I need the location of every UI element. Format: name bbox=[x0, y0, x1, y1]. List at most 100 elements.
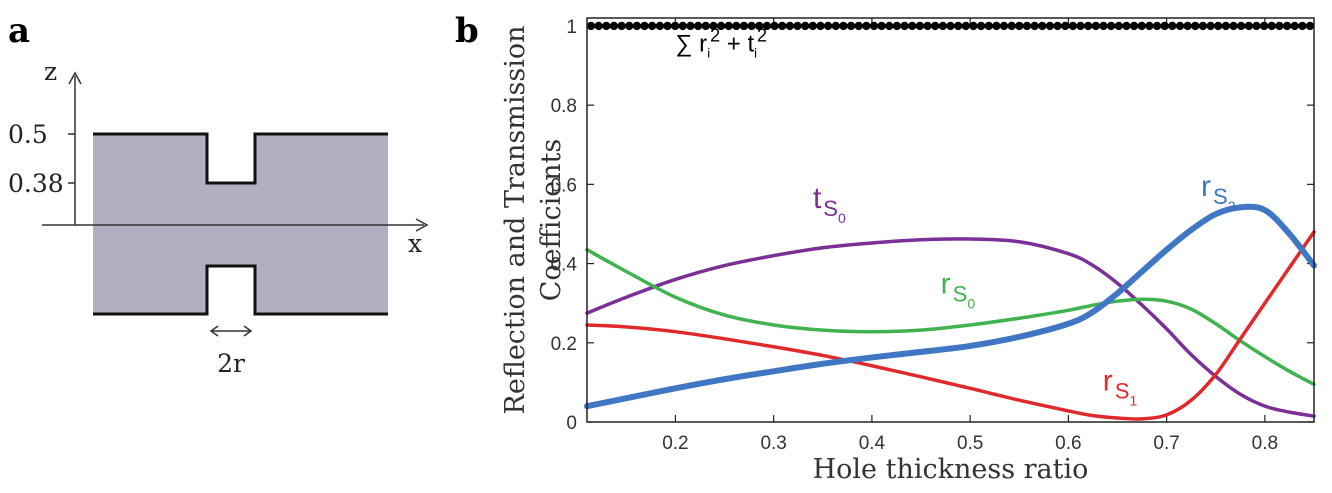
data-point-sum bbox=[1022, 21, 1032, 31]
series-line-rS0 bbox=[585, 247, 1316, 387]
series-label-subsub: 0 bbox=[838, 210, 846, 226]
x-tick-label: 0.3 bbox=[760, 433, 786, 454]
data-point-sum bbox=[892, 21, 902, 31]
data-point-sum bbox=[885, 21, 894, 31]
series-label-tS0: tS0 bbox=[813, 182, 846, 226]
series-label-subsub: 2 bbox=[1228, 198, 1236, 214]
data-point-sum bbox=[1091, 21, 1101, 31]
data-point-sum bbox=[938, 21, 948, 31]
x-axis-label: x bbox=[408, 229, 422, 258]
data-point-sum bbox=[778, 21, 787, 31]
series-label-subsub: 1 bbox=[1129, 392, 1137, 408]
data-point-sum bbox=[617, 21, 626, 31]
y-tick-label: 0.2 bbox=[551, 334, 577, 355]
data-point-sum bbox=[969, 21, 978, 31]
data-point-sum bbox=[1191, 21, 1200, 31]
data-point-sum bbox=[755, 21, 764, 31]
data-point-sum bbox=[1030, 21, 1039, 31]
data-point-sum bbox=[992, 21, 1001, 31]
data-point-sum bbox=[625, 21, 634, 31]
y-tick-labels: 0 0.2 0.4 0.6 0.8 1 bbox=[551, 17, 578, 434]
series-label-sub: S bbox=[823, 196, 838, 221]
series-line-rS2 bbox=[584, 203, 1317, 410]
data-point-sum bbox=[1007, 21, 1016, 31]
x-axis-title: Hole thickness ratio bbox=[813, 454, 1089, 485]
data-point-sum bbox=[724, 21, 733, 31]
data-point-sum bbox=[1298, 21, 1307, 31]
series-label-sub: S bbox=[953, 281, 968, 306]
data-point-sum bbox=[1137, 21, 1146, 31]
data-point-sum bbox=[640, 21, 649, 31]
x-tick-label: 0.8 bbox=[1252, 433, 1278, 454]
y-tick-label: 0.8 bbox=[551, 96, 577, 117]
series-label-rS2: rS2 bbox=[1201, 170, 1236, 214]
plate-bottom-edge bbox=[93, 264, 388, 316]
data-point-sum bbox=[1099, 21, 1108, 31]
x-tick-labels: 0.2 0.3 0.4 0.5 0.6 0.7 0.8 bbox=[662, 433, 1278, 454]
series-line-rS1 bbox=[585, 230, 1316, 421]
data-point-sum bbox=[701, 21, 710, 31]
data-point-sum bbox=[1015, 21, 1024, 31]
data-point-sum bbox=[609, 21, 619, 31]
data-point-sum bbox=[877, 21, 886, 31]
data-point-sum bbox=[1122, 21, 1131, 31]
data-point-sum bbox=[1236, 21, 1246, 31]
data-point-sum bbox=[1114, 21, 1123, 31]
series-line-tS0 bbox=[585, 237, 1316, 418]
z-tick-label-0.5: 0.5 bbox=[8, 120, 48, 149]
sum-label: ∑ ri2 + ti2 bbox=[675, 26, 767, 61]
series-label-rS1: rS1 bbox=[1103, 364, 1138, 408]
data-point-sum bbox=[946, 21, 955, 31]
data-point-sum bbox=[739, 21, 749, 31]
data-point-sum bbox=[900, 21, 909, 31]
data-point-sum bbox=[1076, 21, 1085, 31]
y-tick-label: 0.4 bbox=[551, 255, 578, 276]
width-arrowhead-left-icon bbox=[209, 325, 219, 337]
data-point-sum bbox=[602, 21, 611, 31]
data-point-sum bbox=[1229, 21, 1238, 31]
data-point-sum bbox=[923, 21, 932, 31]
series-label-sub: S bbox=[1115, 378, 1130, 403]
plate-top-edge bbox=[93, 132, 388, 185]
sum-label-sup1: 2 bbox=[710, 26, 720, 46]
x-tick-label: 0.6 bbox=[1055, 433, 1081, 454]
data-point-sum bbox=[1214, 21, 1223, 31]
data-point-sum bbox=[1175, 21, 1185, 31]
data-point-sum bbox=[1152, 21, 1162, 31]
series-layer bbox=[584, 21, 1317, 421]
data-point-sum bbox=[816, 21, 825, 31]
data-point-sum bbox=[800, 21, 810, 31]
sum-label-sup2: 2 bbox=[757, 26, 767, 46]
data-point-sum bbox=[961, 21, 970, 31]
data-point-sum bbox=[1267, 21, 1276, 31]
z-tick-label-0.38: 0.38 bbox=[8, 169, 64, 198]
data-point-sum bbox=[655, 21, 665, 31]
data-point-sum bbox=[839, 21, 848, 31]
data-point-sum bbox=[586, 21, 596, 31]
data-point-sum bbox=[1244, 21, 1254, 31]
data-point-sum bbox=[716, 21, 726, 31]
data-point-sum bbox=[915, 21, 925, 31]
z-axis-label: z bbox=[44, 57, 57, 86]
series-label-main: r bbox=[1103, 364, 1113, 397]
series-label-main: r bbox=[941, 267, 951, 300]
width-arrowhead-right-icon bbox=[243, 325, 253, 337]
data-point-sum bbox=[678, 21, 687, 31]
data-point-sum bbox=[1068, 21, 1078, 31]
data-point-sum bbox=[1083, 21, 1093, 31]
y-axis-title-line-2: Coefficients bbox=[536, 139, 567, 302]
line-chart: 0.2 0.3 0.4 0.5 0.6 0.7 0.8 0 0.2 0.4 0.6 0.8 1 tS0… bbox=[500, 17, 1317, 485]
data-point-sum bbox=[1145, 21, 1154, 31]
panel-label-a: a bbox=[8, 11, 30, 51]
data-point-sum bbox=[869, 21, 879, 31]
data-point-sum bbox=[1290, 21, 1299, 31]
y-axis-title-line-1: Reflection and Transmission bbox=[500, 26, 531, 415]
data-point-sum bbox=[846, 21, 856, 31]
data-point-sum bbox=[953, 21, 963, 31]
series-label-subsub: 0 bbox=[967, 295, 975, 311]
data-point-sum bbox=[785, 21, 795, 31]
data-point-sum bbox=[1198, 21, 1208, 31]
y-tick-label: 1 bbox=[566, 17, 577, 38]
